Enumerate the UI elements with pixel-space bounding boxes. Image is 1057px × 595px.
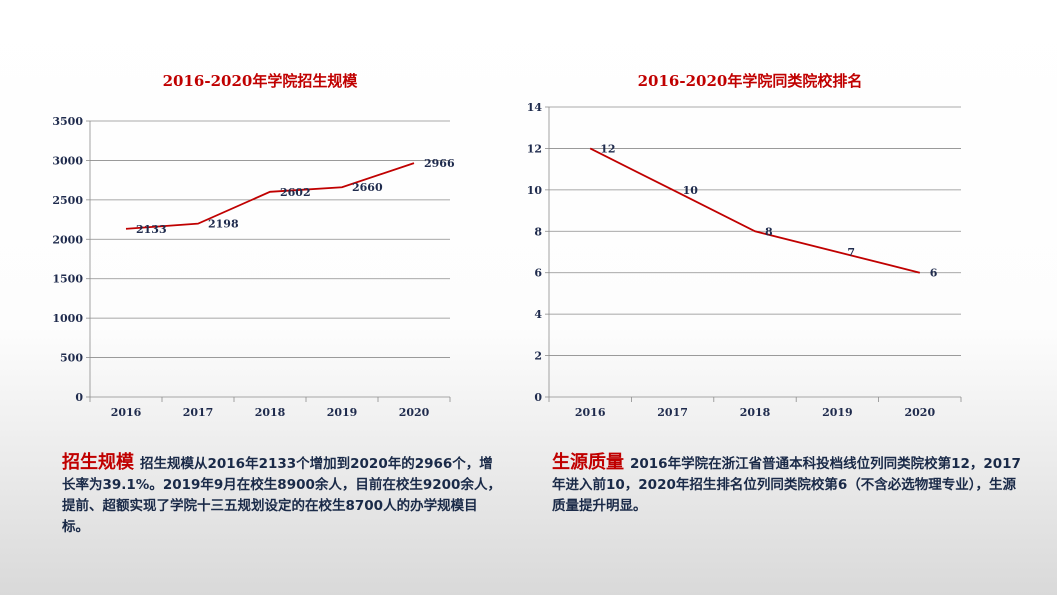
quality-description: 生源质量 2016年学院在浙江省普通本科投档线位列同类院校第12，2017年进入前… [552,452,1022,517]
enrollment-series-line [125,162,415,230]
ranking-ytick-label: 4 [534,308,542,321]
ranking-xtick-label: 2016 [575,406,606,419]
enrollment-ytick-label: 500 [60,352,83,365]
ranking-data-label: 10 [683,184,699,197]
enrollment-ytick-label: 3500 [52,115,83,128]
enrollment-ytick-label: 2000 [52,233,83,246]
enrollment-ytick-label: 1000 [52,312,83,325]
enrollment-ytick-label: 1500 [52,273,83,286]
ranking-ytick-label: 0 [534,391,542,404]
enrollment-chart: 2016-2020年学院招生规模 0 500 1000 1500 2000 2500 300… [40,60,480,430]
enrollment-data-label: 2133 [136,223,167,236]
enrollment-data-label: 2660 [352,181,383,194]
ranking-data-label: 6 [930,267,938,280]
ranking-data-label: 8 [765,225,773,238]
ranking-series-line [589,147,921,274]
ranking-ytick-label: 8 [534,225,542,238]
enrollment-ytick-label: 3000 [52,154,83,167]
ranking-chart: 2016-2020年学院同类院校排名 0 2 4 6 8 10 12 14 2016 2017 20… [510,60,990,430]
ranking-ytick-label: 10 [527,184,543,197]
enrollment-xtick-label: 2017 [183,406,214,419]
ranking-data-label: 12 [600,142,615,155]
ranking-chart-plot: 0 2 4 6 8 10 12 14 2016 2017 2018 2019 2020 12 10 8 7 6 [527,101,962,419]
ranking-chart-title: 2016-2020年学院同类院校排名 [637,72,863,90]
enrollment-data-label: 2966 [424,157,455,170]
enrollment-chart-title: 2016-2020年学院招生规模 [162,72,358,90]
ranking-xtick-label: 2019 [822,406,853,419]
enrollment-data-label: 2602 [280,186,311,199]
ranking-xtick-label: 2017 [657,406,688,419]
enrollment-ytick-label: 2500 [52,194,83,207]
enrollment-data-label: 2198 [208,218,239,231]
enrollment-xtick-label: 2020 [399,406,430,419]
ranking-ytick-label: 12 [527,142,542,155]
enrollment-xtick-label: 2016 [111,406,142,419]
enrollment-description: 招生规模 招生规模从2016年2133个增加到2020年的2966个，增长率为39… [62,452,502,538]
ranking-xtick-label: 2020 [904,406,935,419]
ranking-xtick-label: 2018 [740,406,771,419]
enrollment-heading: 招生规模 [62,452,134,473]
quality-heading: 生源质量 [552,452,624,473]
ranking-data-label: 7 [847,246,855,259]
enrollment-chart-plot: 0 500 1000 1500 2000 2500 3000 3500 2016 2017 2018… [52,115,455,419]
ranking-ytick-label: 6 [534,267,542,280]
enrollment-ytick-label: 0 [75,391,83,404]
ranking-ytick-label: 14 [527,101,543,114]
enrollment-text: 招生规模从2016年2133个增加到2020年的2966个，增长率为39.1%。… [62,456,501,535]
enrollment-xtick-label: 2019 [327,406,358,419]
enrollment-xtick-label: 2018 [255,406,286,419]
quality-text: 2016年学院在浙江省普通本科投档线位列同类院校第12，2017年进入前10，2… [552,456,1021,514]
ranking-ytick-label: 2 [534,350,542,363]
